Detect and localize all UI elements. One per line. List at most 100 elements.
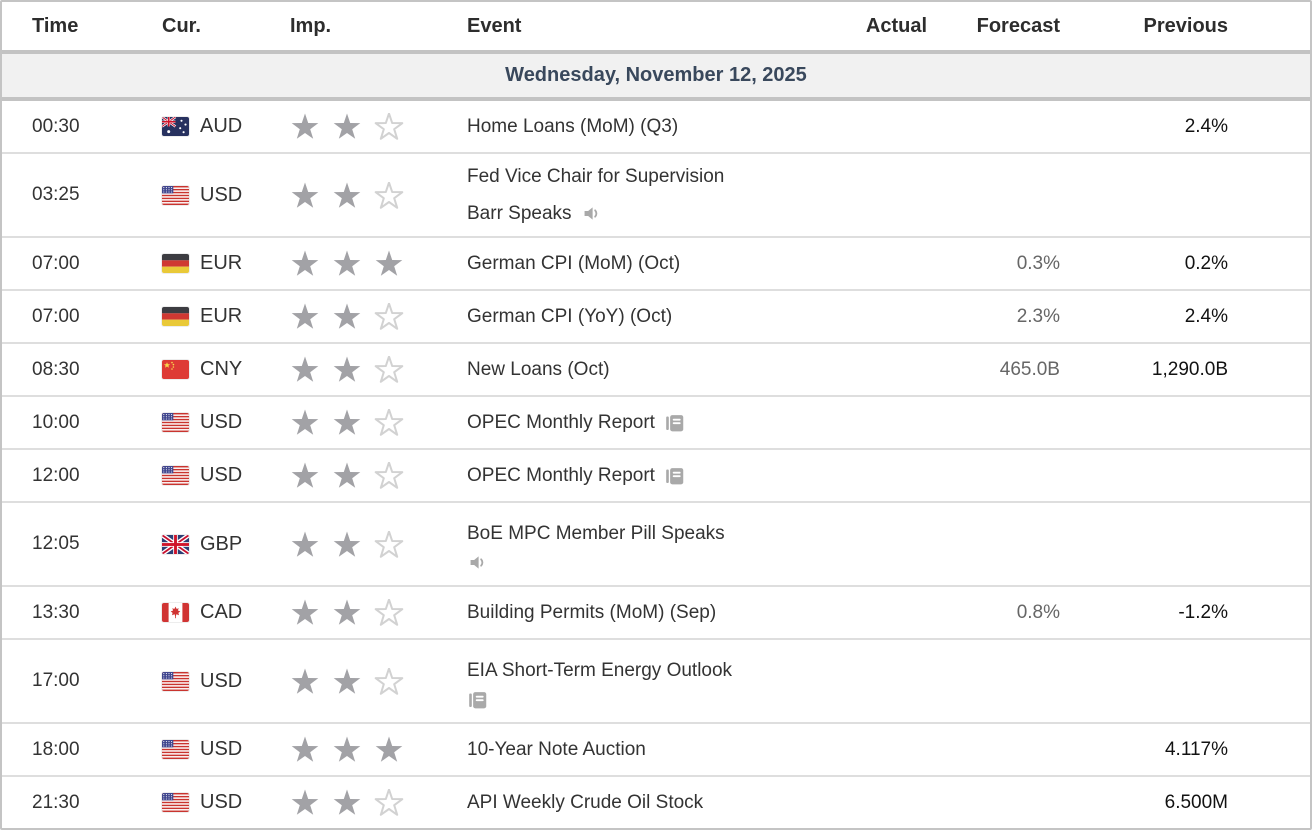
event-link[interactable]: Fed Vice Chair for Supervision [467, 166, 725, 187]
importance-star-filled-icon [332, 462, 362, 489]
event-row: 03:25 USD Fed Vice Chair for Supervision… [2, 154, 1310, 238]
event-row: 00:30 AUD Home Loans (MoM) (Q3) 2.4% [2, 101, 1310, 154]
importance-star-filled-icon [332, 356, 362, 383]
event-link[interactable]: German CPI (YoY) (Oct) [467, 306, 673, 327]
event-cell: German CPI (YoY) (Oct) [462, 298, 854, 335]
event-link[interactable]: Barr Speaks [467, 203, 572, 224]
importance-rating [288, 736, 462, 763]
importance-star-filled-icon [374, 250, 404, 277]
date-header-row: Wednesday, November 12, 2025 [2, 50, 1310, 101]
importance-star-filled-icon [374, 736, 404, 763]
event-link[interactable]: API Weekly Crude Oil Stock [467, 792, 704, 813]
event-link[interactable]: EIA Short-Term Energy Outlook [467, 659, 733, 681]
event-time: 17:00 [32, 670, 80, 691]
importance-star-filled-icon [332, 113, 362, 140]
importance-rating [288, 112, 462, 140]
importance-star-filled-icon [290, 113, 320, 140]
event-link[interactable]: Home Loans (MoM) (Q3) [467, 116, 679, 137]
event-link[interactable]: OPEC Monthly Report [467, 465, 655, 486]
event-cell: German CPI (MoM) (Oct) [462, 245, 854, 282]
importance-star-empty-icon [374, 788, 404, 816]
previous-value: 4.117% [1164, 738, 1228, 760]
currency-cell: EUR [147, 252, 288, 275]
column-header-previous: Previous [1143, 14, 1228, 37]
event-row: 08:30 CNY New Loans (Oct) 465.0B 1,290.0… [2, 344, 1310, 397]
importance-star-filled-icon [332, 736, 362, 763]
column-header-forecast: Forecast [976, 14, 1060, 37]
event-link[interactable]: 10-Year Note Auction [467, 739, 646, 760]
importance-star-filled-icon [332, 668, 362, 695]
importance-rating [288, 355, 462, 383]
event-time: 07:00 [32, 305, 80, 327]
importance-star-filled-icon [332, 182, 362, 209]
event-time: 21:30 [32, 791, 80, 813]
currency-cell: CAD [147, 601, 288, 624]
importance-rating [288, 408, 462, 436]
germany-flag [162, 307, 189, 326]
currency-code: EUR [200, 252, 243, 274]
event-time: 03:25 [32, 184, 80, 205]
currency-code: CNY [200, 358, 243, 380]
currency-cell: USD [147, 464, 288, 487]
event-row: 13:30 CAD Building Permits (MoM) (Sep) 0… [2, 587, 1310, 640]
importance-star-filled-icon [290, 409, 320, 436]
currency-cell: AUD [147, 115, 288, 138]
currency-cell: USD [147, 791, 288, 814]
importance-star-filled-icon [290, 303, 320, 330]
event-cell: BoE MPC Member Pill Speaks [462, 515, 854, 573]
event-time: 12:05 [32, 533, 80, 554]
germany-flag [162, 254, 189, 273]
event-link[interactable]: German CPI (MoM) (Oct) [467, 253, 681, 274]
currency-code: USD [200, 738, 243, 760]
report-icon[interactable] [664, 412, 685, 434]
report-icon[interactable] [664, 465, 685, 487]
event-time: 13:30 [32, 601, 80, 623]
previous-value: 6.500M [1164, 791, 1228, 813]
currency-code: EUR [200, 305, 243, 327]
previous-value: -1.2% [1178, 601, 1228, 623]
event-cell: Fed Vice Chair for Supervision Barr Speak… [462, 158, 854, 232]
currency-code: GBP [200, 532, 243, 555]
event-cell: API Weekly Crude Oil Stock [462, 784, 854, 821]
currency-code: AUD [200, 115, 243, 137]
canada-flag [162, 603, 189, 622]
previous-value: 2.4% [1184, 115, 1228, 137]
event-cell: OPEC Monthly Report [462, 457, 854, 494]
event-link[interactable]: Building Permits (MoM) (Sep) [467, 602, 717, 623]
column-header-currency: Cur. [162, 14, 201, 37]
importance-rating [288, 598, 462, 626]
speaker-icon[interactable] [581, 203, 603, 224]
currency-cell: USD [147, 184, 288, 207]
united-states-flag [162, 185, 189, 205]
report-icon[interactable] [467, 689, 488, 711]
importance-star-empty-icon [374, 461, 404, 489]
event-link[interactable]: BoE MPC Member Pill Speaks [467, 523, 725, 544]
importance-star-filled-icon [290, 182, 320, 209]
importance-star-filled-icon [332, 303, 362, 330]
event-link[interactable]: New Loans (Oct) [467, 359, 610, 380]
importance-star-filled-icon [290, 668, 320, 695]
importance-star-filled-icon [290, 736, 320, 763]
importance-star-filled-icon [332, 599, 362, 626]
column-header-time: Time [32, 14, 79, 37]
importance-star-filled-icon [290, 531, 320, 558]
importance-star-filled-icon [290, 462, 320, 489]
event-row: 18:00 USD 10-Year Note Auction 4.117% [2, 724, 1310, 777]
event-rows: 00:30 AUD Home Loans (MoM) (Q3) 2.4% 03:… [2, 101, 1310, 828]
previous-value: 2.4% [1184, 305, 1228, 327]
currency-code: USD [200, 464, 243, 486]
australia-flag [162, 117, 189, 136]
event-time: 18:00 [32, 738, 80, 760]
importance-star-empty-icon [374, 181, 404, 209]
event-row: 21:30 USD API Weekly Crude Oil Stock 6.5… [2, 777, 1310, 828]
event-cell: OPEC Monthly Report [462, 404, 854, 441]
united-states-flag [162, 413, 189, 432]
currency-cell: GBP [147, 533, 288, 556]
speaker-icon[interactable] [467, 552, 489, 573]
event-cell: 10-Year Note Auction [462, 731, 854, 768]
event-link[interactable]: OPEC Monthly Report [467, 412, 655, 433]
currency-code: USD [200, 411, 243, 433]
importance-star-filled-icon [290, 789, 320, 816]
event-time: 10:00 [32, 411, 80, 433]
event-cell: Home Loans (MoM) (Q3) [462, 108, 854, 145]
